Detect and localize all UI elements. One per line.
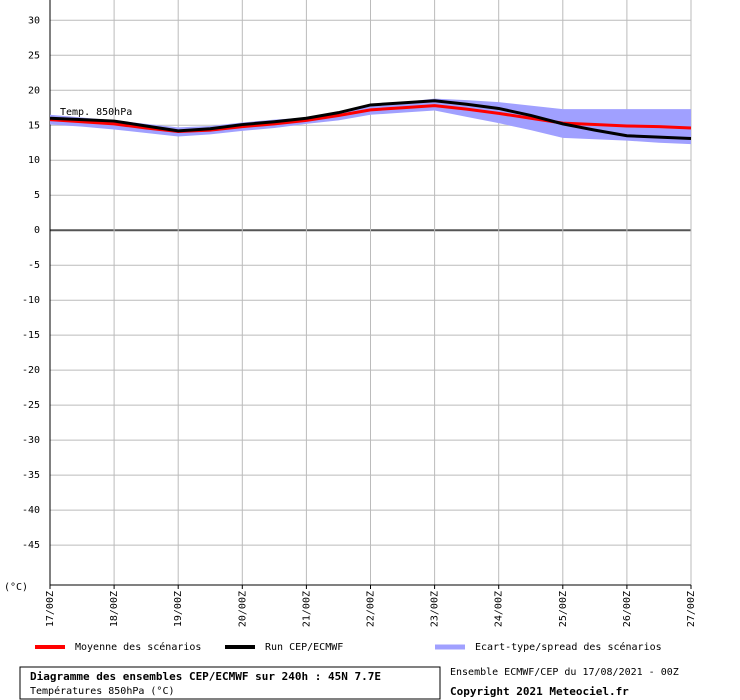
x-tick-label: 24/00Z	[494, 591, 505, 627]
spread-area	[50, 98, 691, 145]
y-tick-label: 25	[28, 50, 40, 61]
grid	[49, 0, 692, 585]
footer-subtitle: Températures 850hPa (°C)	[30, 685, 175, 697]
y-axis-label: (°C)	[4, 582, 28, 593]
legend-label: Run CEP/ECMWF	[265, 642, 343, 653]
x-tick-label: 19/00Z	[173, 591, 184, 627]
y-tick-label: -15	[22, 330, 40, 341]
x-tick-label: 25/00Z	[558, 591, 569, 627]
x-tick-label: 27/00Z	[686, 591, 697, 627]
x-tick-label: 22/00Z	[366, 591, 377, 627]
y-tick-label: -30	[22, 435, 40, 446]
footer-copyright: Copyright 2021 Meteociel.fr	[450, 685, 629, 698]
y-tick-label: 0	[34, 225, 40, 236]
x-tick-label: 21/00Z	[301, 591, 312, 627]
y-tick-label: -10	[22, 295, 40, 306]
x-tick-label: 18/00Z	[109, 591, 120, 627]
y-tick-label: -25	[22, 400, 40, 411]
x-tick-label: 23/00Z	[430, 591, 441, 627]
y-tick-label: -40	[22, 505, 40, 516]
legend-label: Moyenne des scénarios	[75, 641, 201, 653]
footer-box	[19, 666, 441, 700]
x-tick-label: 20/00Z	[237, 591, 248, 627]
y-tick-label: -35	[22, 470, 40, 481]
series-line	[49, 104, 692, 134]
annotation: Temp. 850hPa	[60, 107, 132, 118]
series-line	[49, 99, 692, 141]
y-tick-label: 15	[28, 120, 40, 131]
y-tick-label: 20	[28, 85, 40, 96]
y-tick-label: -45	[22, 540, 40, 551]
y-tick-label: -5	[28, 260, 40, 271]
footer-run: Ensemble ECMWF/CEP du 17/08/2021 - 00Z	[450, 667, 679, 678]
y-tick-label: 10	[28, 155, 40, 166]
footer-title: Diagramme des ensembles CEP/ECMWF sur 24…	[30, 670, 381, 683]
x-tick-label: 17/00Z	[45, 591, 56, 627]
x-tick-label: 26/00Z	[622, 591, 633, 627]
legend-label: Ecart-type/spread des scénarios	[475, 641, 662, 653]
y-tick-label: 30	[28, 15, 40, 26]
y-tick-label: -20	[22, 365, 40, 376]
y-tick-label: 5	[34, 190, 40, 201]
